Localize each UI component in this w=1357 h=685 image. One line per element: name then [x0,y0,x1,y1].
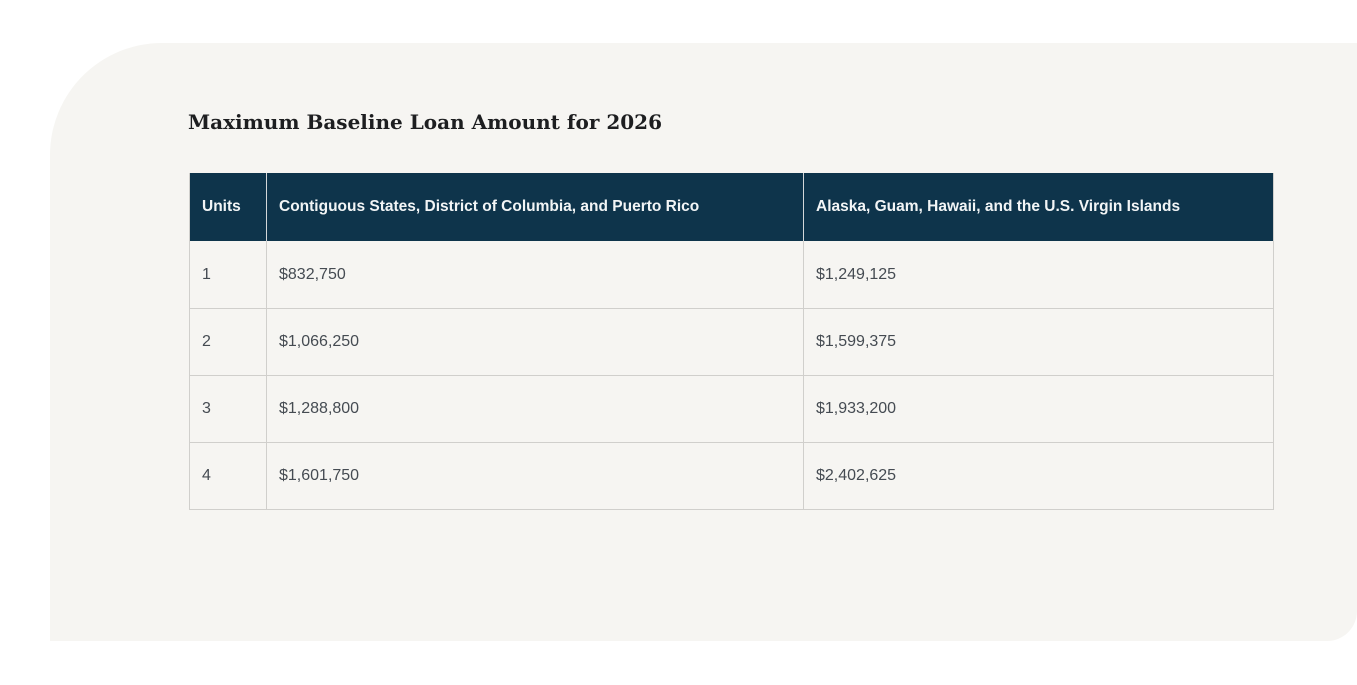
units-cell: 4 [190,442,266,509]
table-body: 1 $832,750 $1,249,125 2 $1,066,250 $1,59… [190,241,1273,509]
alaska-amount-cell: $1,933,200 [803,375,1273,442]
table-header-row: Units Contiguous States, District of Col… [190,173,1273,241]
alaska-amount-cell: $1,599,375 [803,308,1273,375]
content-card: Maximum Baseline Loan Amount for 2026 Un… [50,43,1357,641]
contiguous-amount-cell: $1,601,750 [266,442,803,509]
table-row: 4 $1,601,750 $2,402,625 [190,442,1273,509]
loan-limits-table: Units Contiguous States, District of Col… [189,173,1274,510]
page-title: Maximum Baseline Loan Amount for 2026 [188,110,662,134]
table-header: Units Contiguous States, District of Col… [190,173,1273,241]
table-row: 2 $1,066,250 $1,599,375 [190,308,1273,375]
alaska-amount-cell: $1,249,125 [803,241,1273,308]
alaska-amount-cell: $2,402,625 [803,442,1273,509]
units-cell: 2 [190,308,266,375]
table-row: 1 $832,750 $1,249,125 [190,241,1273,308]
loan-table-container: Units Contiguous States, District of Col… [189,173,1274,510]
column-header-units: Units [190,173,266,241]
units-cell: 1 [190,241,266,308]
table-row: 3 $1,288,800 $1,933,200 [190,375,1273,442]
column-header-contiguous: Contiguous States, District of Columbia,… [266,173,803,241]
units-cell: 3 [190,375,266,442]
contiguous-amount-cell: $832,750 [266,241,803,308]
contiguous-amount-cell: $1,288,800 [266,375,803,442]
column-header-alaska: Alaska, Guam, Hawaii, and the U.S. Virgi… [803,173,1273,241]
contiguous-amount-cell: $1,066,250 [266,308,803,375]
